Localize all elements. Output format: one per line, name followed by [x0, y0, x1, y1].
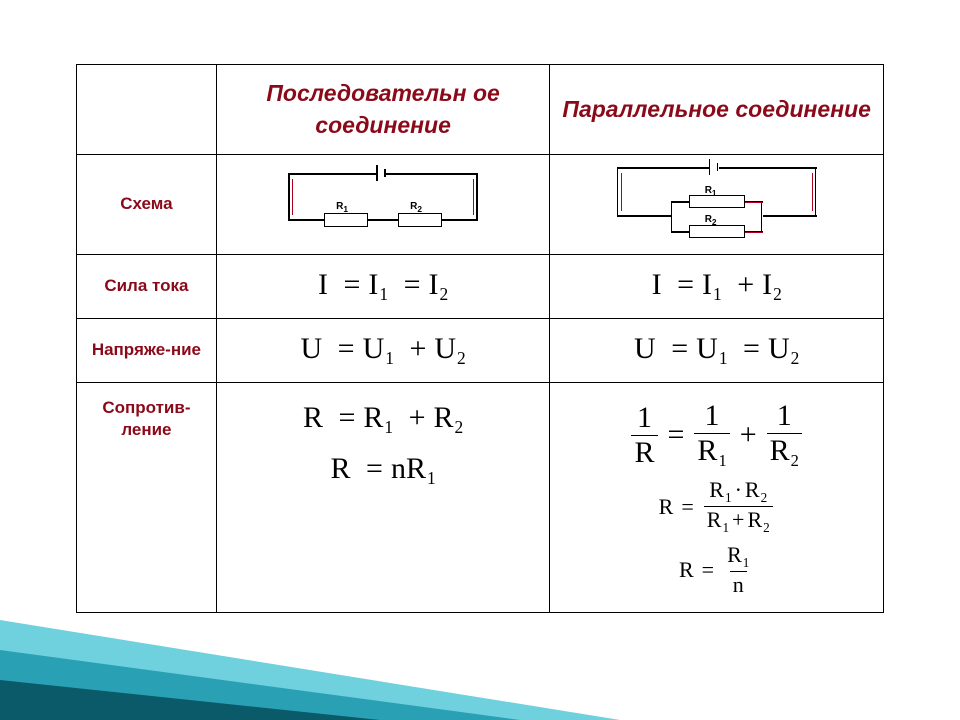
- header-series: Последовательн ое соединение: [216, 65, 550, 155]
- header-parallel-text: Параллельное соединение: [562, 96, 871, 122]
- header-empty: [77, 65, 217, 155]
- formula-current-series: I =I1 =I2: [318, 268, 448, 301]
- resistance-row: Сопротив-ление R =R1 +R2 R =nR1 1R = 1R: [77, 383, 884, 613]
- current-row: Сила тока I =I1 =I2 I =I1 +I2: [77, 255, 884, 319]
- formula-resistance-series-2: R =nR1: [331, 452, 436, 489]
- formula-voltage-parallel: U =U1 =U2: [634, 332, 799, 365]
- comparison-table-container: Последовательн ое соединение Параллельно…: [76, 64, 884, 613]
- formula-voltage-series: U =U1 +U2: [300, 332, 465, 365]
- cell-current-parallel: I =I1 +I2: [550, 255, 884, 319]
- row-label-resistance: Сопротив-ление: [77, 383, 217, 613]
- cell-resistance-parallel: 1R = 1R1 + 1R2 R = R1·R2 R1+R2 R =: [550, 383, 884, 613]
- formula-resistance-parallel-2: R = R1·R2 R1+R2: [659, 479, 775, 534]
- row-label-schema: Схема: [77, 155, 217, 255]
- cell-resistance-series: R =R1 +R2 R =nR1: [216, 383, 550, 613]
- header-row: Последовательн ое соединение Параллельно…: [77, 65, 884, 155]
- formula-resistance-parallel-1: 1R = 1R1 + 1R2: [629, 401, 803, 469]
- formula-resistance-parallel-3: R = R1 n: [679, 544, 754, 596]
- cell-voltage-parallel: U =U1 =U2: [550, 319, 884, 383]
- cell-current-series: I =I1 =I2: [216, 255, 550, 319]
- schema-row: Схема R1 R2: [77, 155, 884, 255]
- voltage-row: Напряже-ние U =U1 +U2 U =U1 =U2: [77, 319, 884, 383]
- header-parallel: Параллельное соединение: [550, 65, 884, 155]
- formula-current-parallel: I =I1 +I2: [652, 268, 782, 301]
- series-circuit-diagram: R1 R2: [278, 165, 488, 239]
- comparison-table: Последовательн ое соединение Параллельно…: [76, 64, 884, 613]
- header-series-text: Последовательн ое соединение: [266, 80, 499, 137]
- cell-schema-series: R1 R2: [216, 155, 550, 255]
- row-label-voltage: Напряже-ние: [77, 319, 217, 383]
- row-label-current: Сила тока: [77, 255, 217, 319]
- formula-resistance-series-1: R =R1 +R2: [303, 401, 463, 438]
- parallel-circuit-diagram: R1 R2: [607, 161, 827, 243]
- cell-voltage-series: U =U1 +U2: [216, 319, 550, 383]
- cell-schema-parallel: R1 R2: [550, 155, 884, 255]
